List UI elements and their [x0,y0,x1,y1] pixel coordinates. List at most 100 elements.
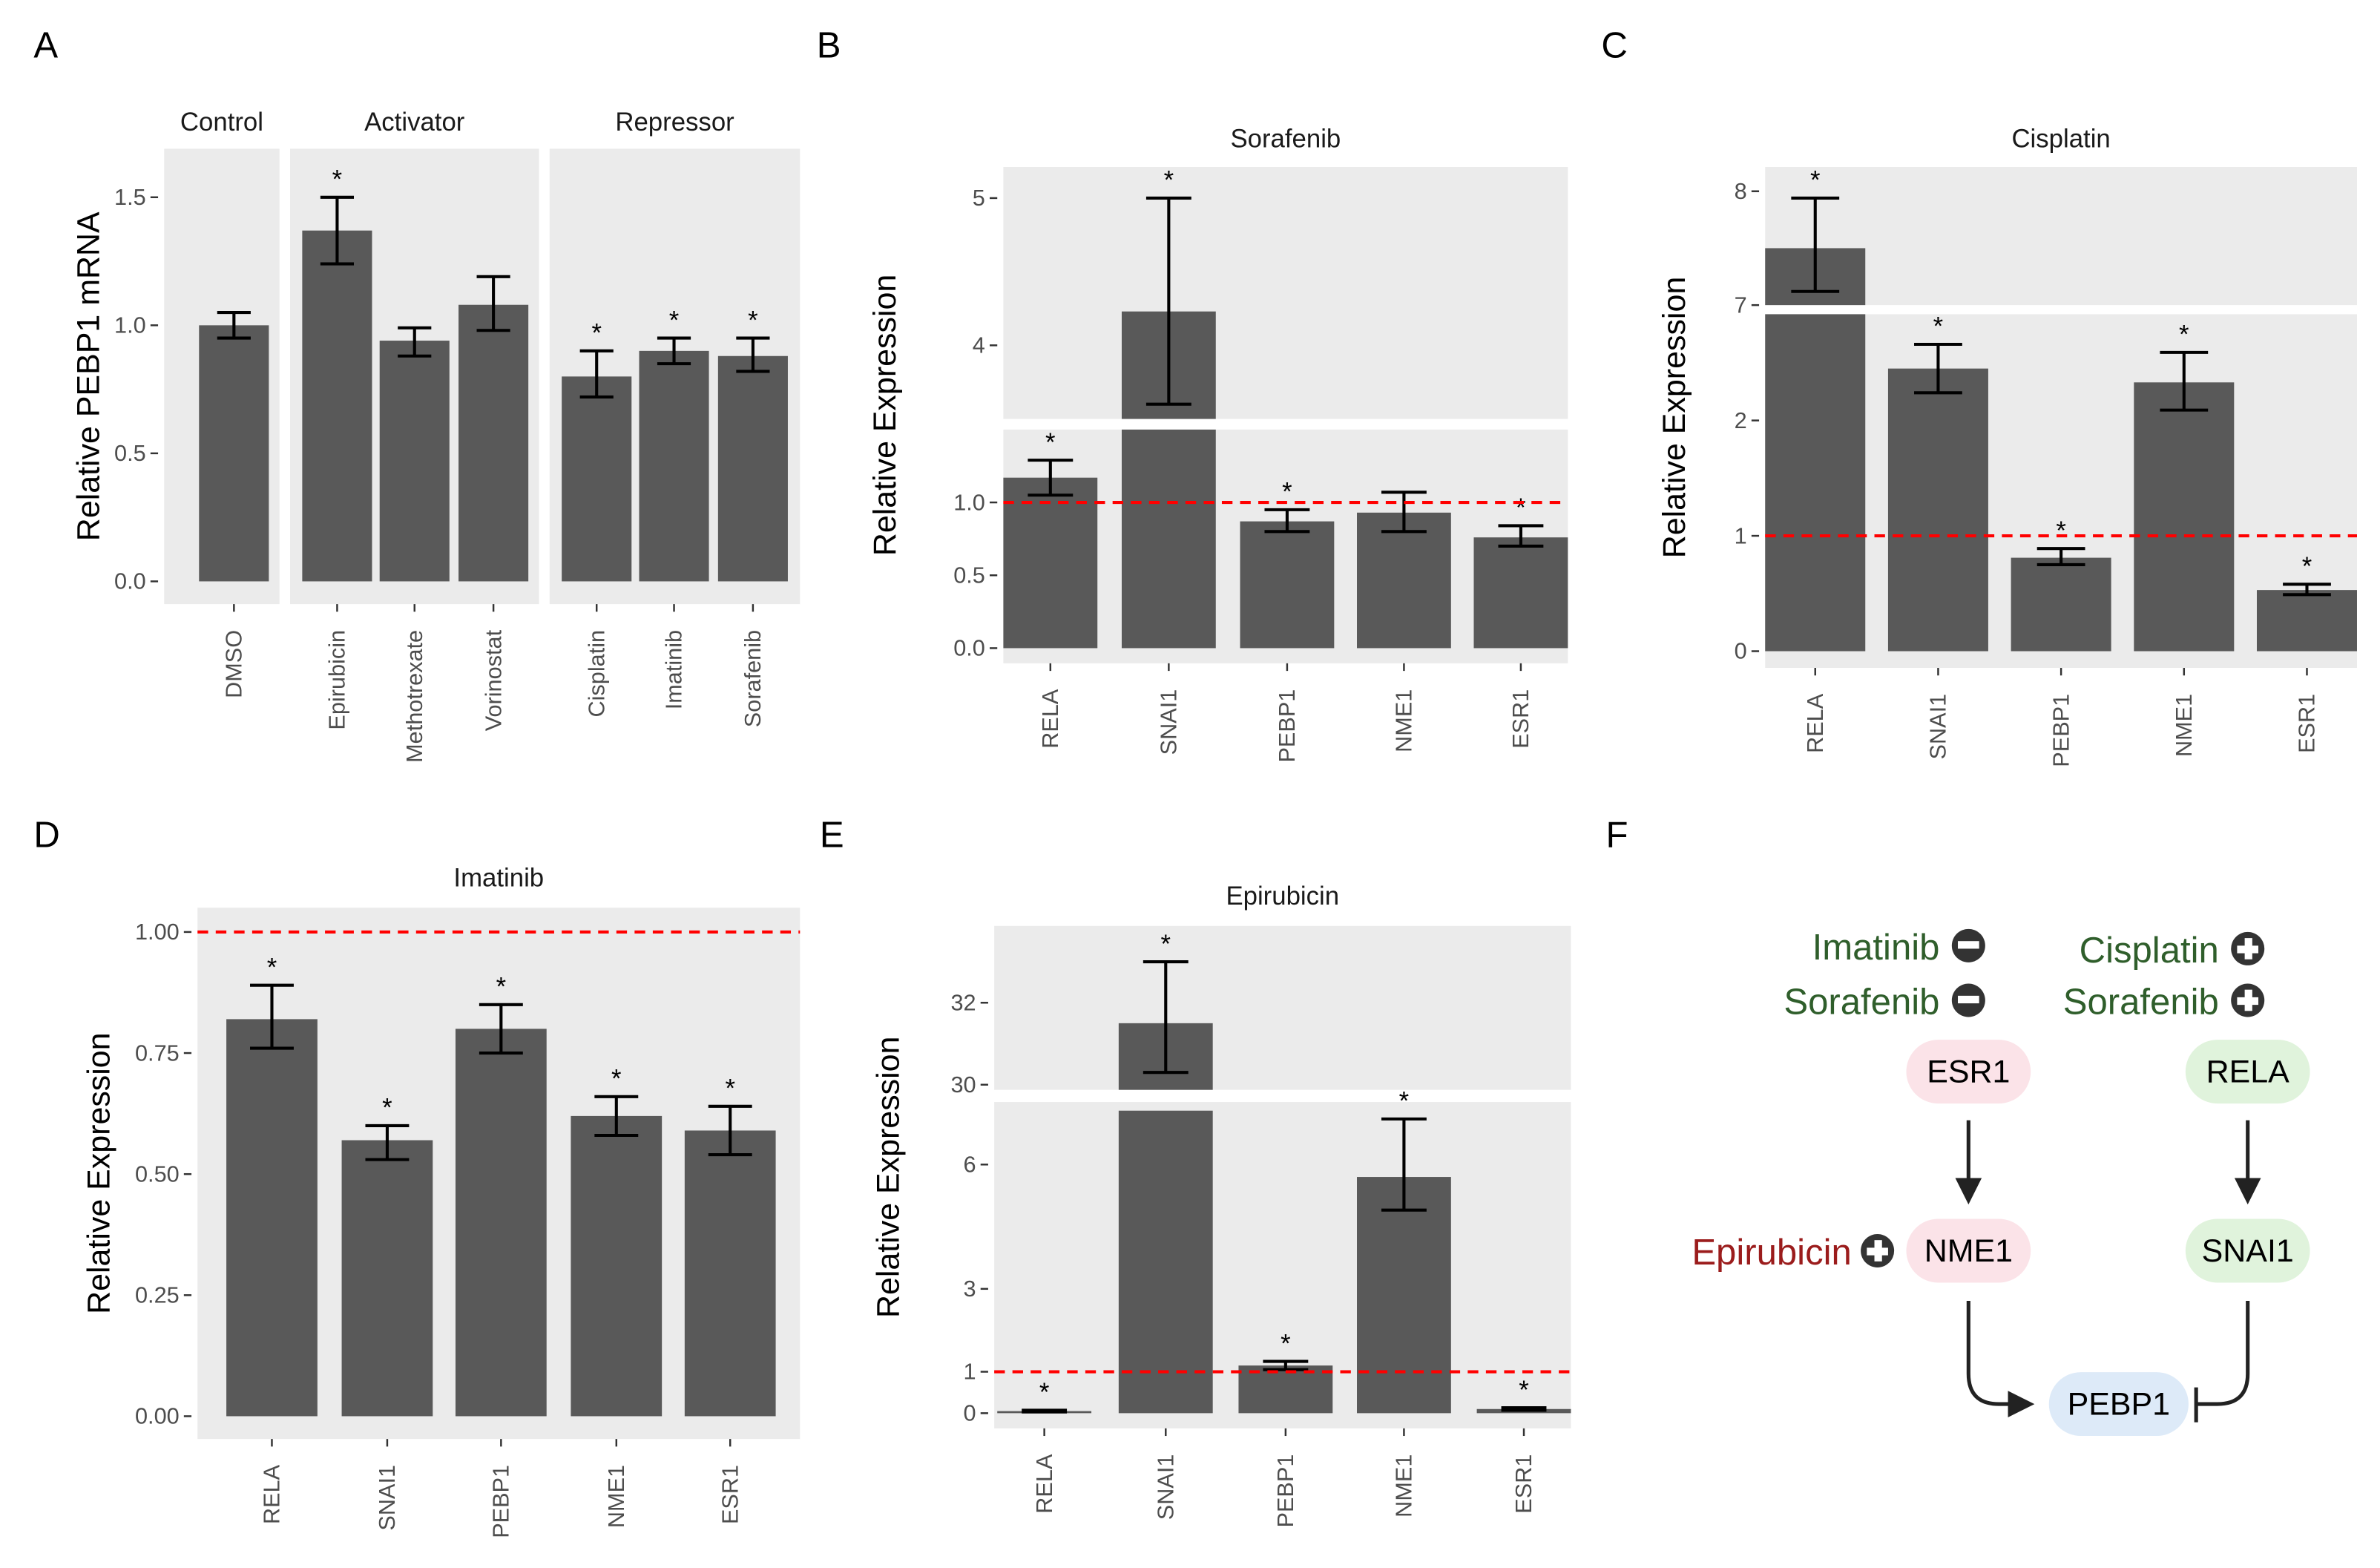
x-tick-label: PEBP1 [1274,689,1300,763]
y-tick-label: 1.0 [114,312,146,338]
error-bar [1791,196,1840,293]
x-tick-label: Imatinib [661,630,687,709]
x-tick-label: ESR1 [2294,694,2320,753]
y-tick-label: 0.0 [114,568,146,594]
bar-rela [1003,477,1098,649]
bar-pebp1 [2011,557,2111,652]
x-tick-label: SNAI1 [1152,1454,1178,1521]
y-tick-label: 7 [1735,292,1747,318]
node-label: RELA [2206,1054,2290,1089]
chart-panel-e: Epirubicin 0 1 3 6 30 32 Relative Expression * RE… [870,882,1571,1527]
y-axis-title: Relative Expression [1657,277,1692,558]
y-tick-label: 1 [964,1359,976,1385]
error-bar [1143,960,1189,1075]
plus-circle-icon [2231,983,2265,1017]
y-tick-label: 0.0 [953,635,985,661]
chart-panel-d: Imatinib 0.00 0.25 0.50 0.75 1.00 Relative Exp… [82,865,801,1538]
x-tick-label: NME1 [1391,1454,1417,1518]
significance-star: * [591,320,602,348]
panel-label-e: E [820,815,844,855]
error-bar [2037,547,2085,566]
x-tick-label: SNAI1 [374,1465,400,1531]
error-bar [1022,1408,1068,1414]
y-tick-label: 5 [973,185,985,211]
x-tick-label: RELA [1037,689,1063,749]
facet-strip-label: Control [180,108,263,137]
y-tick-label: 6 [964,1152,976,1178]
facet-strip-label: Repressor [615,108,734,137]
inhibition-arrow [2194,1300,2250,1423]
y-tick-label: 0 [964,1400,976,1426]
error-bar [1381,1117,1427,1212]
y-tick-label: 2 [1735,407,1747,433]
x-tick-label: SNAI1 [1925,694,1951,760]
significance-star: * [382,1095,392,1123]
significance-star: * [725,1075,735,1103]
node-nme1: NME1 [1906,1218,2031,1283]
x-tick-label: NME1 [2171,694,2197,757]
significance-star: * [2179,321,2189,350]
drug-imatinib: Imatinib [1812,928,1940,968]
y-tick-label: 4 [973,332,985,358]
plus-circle-icon [1861,1233,1895,1267]
bar-rela [226,1019,318,1417]
y-axis-title: Relative Expression [82,1032,117,1313]
significance-star: * [1516,494,1526,522]
drug-epirubicin: Epirubicin [1692,1233,1852,1273]
error-bar [1145,196,1191,406]
panel-label-d: D [33,815,59,855]
error-bar [1263,1359,1309,1371]
x-tick-label: Epirubicin [324,630,350,730]
chart-panel-c: Cisplatin 0 1 2 7 8 Relative Expression * RELA * S… [1657,125,2357,767]
x-tick-label: Cisplatin [583,630,609,718]
error-bar [217,311,251,340]
x-tick-label: NME1 [1391,689,1417,752]
bar-rela [1765,314,1866,652]
drug-label-sorafenib-inhibitor: Sorafenib [1784,982,1985,1022]
node-label: NME1 [1924,1233,2013,1269]
node-label: SNAI1 [2202,1233,2294,1269]
y-tick-label: 1.5 [114,184,146,210]
drug-cisplatin: Cisplatin [2080,931,2219,971]
x-tick-label: Sorafenib [740,630,766,727]
minus-circle-icon [1951,928,1985,962]
significance-star: * [2302,553,2312,581]
pathway-diagram: Imatinib Sorafenib Cisplatin Sorafenib E… [1692,928,2310,1437]
bar-methotrexate [379,341,450,582]
plot-background [994,925,1571,1090]
y-tick-label: 3 [964,1276,976,1302]
drug-sorafenib: Sorafenib [1784,982,1939,1022]
bar-snai1 [1118,1110,1213,1414]
node-label: PEBP1 [2068,1386,2170,1422]
error-bar [1381,491,1427,534]
bar-nme1 [1357,1177,1451,1414]
chart-panel-b: Sorafenib 0.0 0.5 1.0 4 5 Relative Expression *… [867,125,1568,763]
panel-label-b: B [817,26,841,66]
bar-snai1 [1887,368,1988,652]
chart-title: Epirubicin [1226,882,1339,911]
error-bar [708,1104,752,1157]
panel-label-f: F [1605,815,1628,855]
significance-star: * [1933,313,1944,341]
node-label: ESR1 [1927,1054,2010,1089]
node-pebp1: PEBP1 [2048,1372,2189,1437]
error-bar [1501,1406,1547,1412]
facet-strip-label: Activator [364,108,464,137]
minus-circle-icon [1951,983,1985,1017]
significance-star: * [1039,1379,1050,1407]
bar-vorinostat [458,304,529,582]
x-tick-label: PEBP1 [2048,694,2074,767]
significance-star: * [1281,1330,1291,1358]
y-axis-title: Relative Expression [870,1037,906,1318]
error-bar [320,195,355,266]
x-tick-label: ESR1 [1508,689,1533,749]
x-tick-label: Methotrexate [401,630,427,763]
x-tick-label: ESR1 [1510,1454,1536,1514]
x-tick-label: DMSO [221,630,247,698]
plus-circle-icon [2231,931,2265,965]
y-tick-label: 0.00 [135,1403,180,1429]
drug-label-imatinib-inhibitor: Imatinib [1812,928,1985,968]
error-bar [579,349,614,399]
bar-nme1 [2134,382,2235,652]
bar-epirubicin [302,230,372,582]
